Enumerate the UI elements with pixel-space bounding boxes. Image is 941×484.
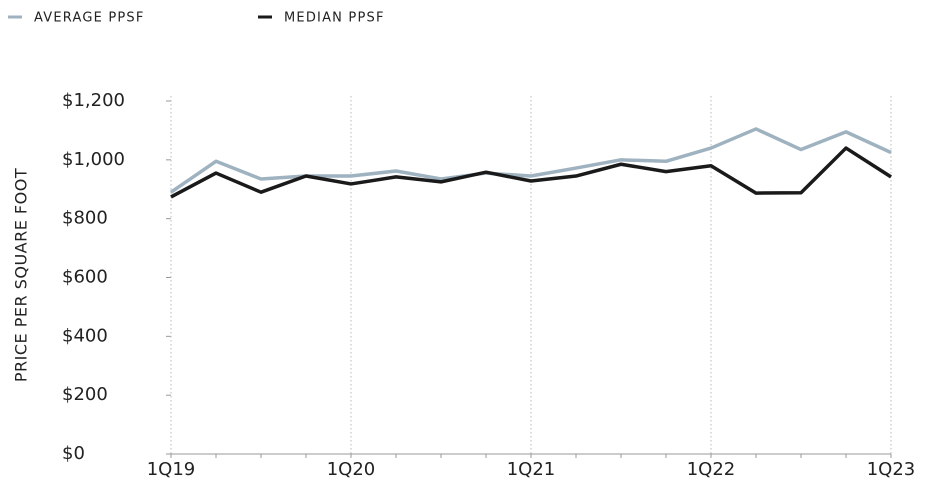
x-tick-label: 1Q19 <box>147 459 196 480</box>
y-tick-label: $200 <box>62 384 108 405</box>
x-tick-label: 1Q23 <box>867 459 916 480</box>
y-tick-label: $800 <box>62 208 108 229</box>
y-axis-label: PRICE PER SQUARE FOOT <box>12 168 31 382</box>
legend-label: AVERAGE PPSF <box>34 11 145 26</box>
series-line <box>170 146 892 199</box>
legend-label: MEDIAN PPSF <box>284 11 385 26</box>
y-tick-label: $400 <box>62 325 108 346</box>
y-tick-label: $0 <box>62 443 85 464</box>
x-tick-label: 1Q22 <box>687 459 736 480</box>
y-tick-label: $1,000 <box>62 149 125 170</box>
series-line <box>170 127 892 194</box>
y-tick-label: $1,200 <box>62 90 125 111</box>
x-tick-label: 1Q20 <box>327 459 376 480</box>
y-tick-label: $600 <box>62 267 108 288</box>
x-tick-label: 1Q21 <box>507 459 556 480</box>
